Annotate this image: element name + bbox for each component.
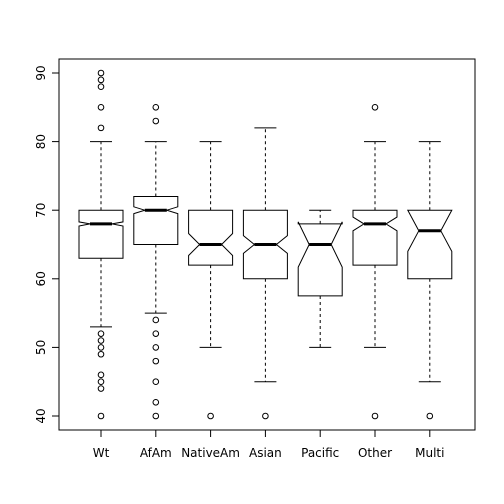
outlier-point (152, 344, 160, 351)
notched-box (297, 221, 343, 297)
box-Wt (78, 69, 124, 420)
box-Asian (242, 127, 288, 420)
outlier-point (97, 330, 105, 337)
y-axis: 40 50 60 70 80 90 (34, 65, 60, 424)
outlier-point (97, 378, 105, 386)
outlier-point (152, 117, 160, 125)
outlier-point (97, 385, 105, 392)
y-tick-label: 70 (34, 203, 48, 218)
outlier-point (97, 76, 105, 84)
y-tick-label: 90 (34, 65, 48, 80)
outlier-point (152, 412, 160, 420)
outlier-point (97, 83, 105, 91)
outlier-point (207, 412, 214, 420)
box-AfAm (133, 104, 179, 420)
box-Pacific (297, 209, 343, 348)
x-tick-label: Multi (415, 446, 444, 460)
outlier-point (152, 378, 160, 386)
x-tick-label: Other (358, 446, 392, 460)
notched-box (188, 209, 234, 266)
x-tick-label: AfAm (140, 446, 172, 460)
boxes-layer (78, 69, 453, 420)
outlier-point (97, 337, 105, 344)
outlier-point (152, 104, 160, 111)
outlier-point (97, 350, 105, 358)
box-Multi (406, 141, 453, 420)
outlier-point (152, 357, 160, 365)
x-tick-label: Pacific (301, 446, 339, 460)
box-NativeAm (188, 141, 234, 420)
x-tick-label: NativeAm (181, 446, 240, 460)
y-tick-label: 50 (34, 340, 48, 355)
outlier-point (262, 412, 269, 420)
outlier-point (426, 412, 434, 420)
outlier-point (97, 412, 105, 420)
outlier-point (97, 69, 105, 77)
outlier-point (371, 412, 379, 420)
outlier-point (152, 398, 160, 406)
outlier-point (97, 104, 105, 111)
notched-box (133, 196, 179, 245)
outlier-point (97, 344, 105, 351)
y-tick-label: 60 (34, 271, 48, 286)
box-Other (352, 104, 398, 420)
outlier-point (97, 124, 105, 132)
x-tick-label: Asian (249, 446, 282, 460)
notched-box (352, 209, 398, 266)
outlier-point (152, 316, 160, 324)
y-tick-label: 40 (34, 408, 48, 423)
x-tick-label: Wt (93, 446, 110, 460)
notched-box (78, 209, 124, 259)
notched-box (406, 209, 453, 280)
outlier-point (152, 330, 160, 337)
x-axis: Wt AfAm NativeAm Asian Pacific Other Multi (93, 429, 444, 460)
outlier-point (97, 371, 105, 379)
outlier-point (371, 104, 379, 111)
y-tick-label: 80 (34, 134, 48, 149)
